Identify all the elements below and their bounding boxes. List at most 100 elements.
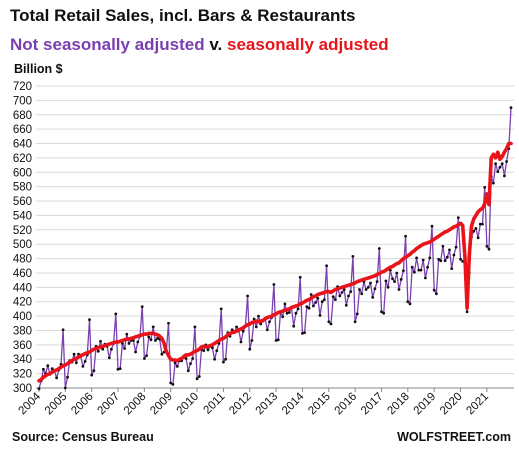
data-point [500,162,504,166]
data-point [121,342,124,345]
data-point [316,296,320,300]
data-point [307,306,311,310]
series-line [37,141,513,383]
data-point [386,285,390,289]
data-point [274,339,278,342]
y-tick-label: 560 [13,196,32,208]
data-point [186,369,190,373]
data-point [410,265,414,269]
chart-subtitle: Not seasonally adjusted v. seasonally ad… [10,35,389,55]
data-point [402,269,405,273]
data-point [118,367,122,370]
y-tick-label: 360 [13,340,32,352]
subtitle-sa-label: seasonally adjusted [227,35,389,54]
data-point [224,357,228,361]
x-tick-label: 2018 [385,391,412,418]
data-point [465,310,469,314]
y-tick-label: 340 [13,354,32,366]
data-point [92,369,96,373]
data-point [213,357,217,361]
data-point [298,275,302,279]
data-point [399,278,403,281]
data-point [143,357,146,360]
data-point [421,258,425,262]
data-point [430,224,434,228]
x-tick-label: 2013 [254,391,281,418]
data-point [503,174,506,178]
y-tick-label: 420 [13,297,32,309]
data-point [344,303,348,307]
data-point [404,234,407,238]
y-axis-unit-label: Billion $ [14,62,63,76]
data-point [169,381,173,385]
x-tick-label: 2006 [69,391,96,418]
y-tick-labels: 300 320 340 360 380 400 420 440 460 480 500 520 540 5… [13,81,32,395]
data-point [303,331,306,334]
data-point [107,356,111,360]
data-point [494,162,497,166]
data-point [483,186,487,189]
data-point [435,292,438,296]
data-point [63,386,67,390]
data-point [474,227,478,230]
y-tick-label: 720 [13,81,32,93]
x-tick-label: 2019 [412,391,439,418]
x-tick-label: 2017 [359,391,386,418]
data-point [281,315,285,319]
data-point [481,222,484,226]
data-point [375,280,379,283]
data-point [478,222,482,226]
data-point [136,340,140,344]
data-point [265,328,269,332]
y-tick-label: 400 [13,311,32,323]
data-point [353,320,357,324]
chart-title: Total Retail Sales, incl. Bars & Restaur… [10,6,356,25]
data-point [312,304,315,308]
x-tick-label: 2021 [464,391,491,418]
data-point [37,387,41,391]
data-point [127,342,131,345]
x-tick-label: 2014 [280,390,307,417]
data-point [424,276,427,280]
x-tick-labels: 2004 2005 2006 2007 2008 2009 2010 2011 2012 2013… [17,388,491,417]
data-point [347,294,350,298]
data-point [355,312,359,316]
series-sa [37,141,513,383]
data-point [334,298,337,301]
data-point [305,305,309,309]
data-point [349,290,353,293]
data-point [81,365,85,368]
data-point [426,265,429,269]
data-point [340,291,344,294]
data-point [373,287,377,291]
y-tick-label: 580 [13,182,32,194]
x-tick-label: 2009 [148,391,175,418]
data-point [50,367,54,370]
data-point [371,296,375,299]
data-point [140,305,144,309]
data-point [101,347,105,351]
data-point [83,360,87,363]
data-point [443,259,447,263]
data-point [257,314,260,318]
data-point [338,294,342,298]
data-point [215,349,219,352]
grid-layer [36,85,514,389]
data-point [454,245,458,249]
data-point [456,216,460,220]
data-point [377,247,381,250]
data-point [292,324,296,328]
data-point [90,373,94,377]
data-point [193,325,197,329]
data-point [250,339,254,342]
data-point [99,339,102,343]
data-point [154,339,157,342]
data-point [395,271,399,275]
data-point [74,361,78,365]
data-point [147,335,151,339]
data-point [437,257,440,261]
data-point [323,298,326,301]
y-tick-label: 320 [13,369,32,381]
y-tick-label: 600 [13,167,32,179]
data-point [235,325,239,329]
